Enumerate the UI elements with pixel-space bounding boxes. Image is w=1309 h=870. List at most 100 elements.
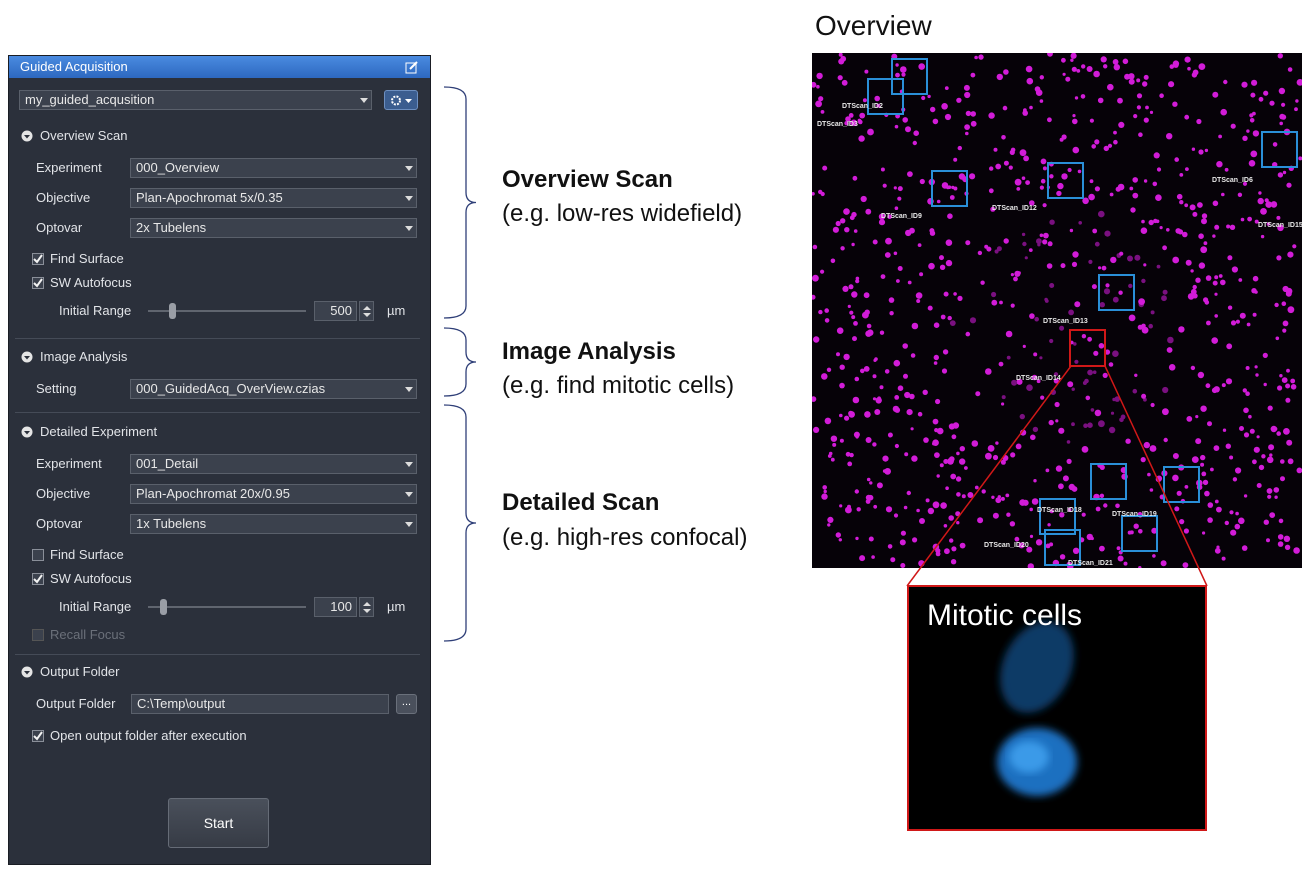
collapse-chevron — [24, 135, 30, 139]
field-dropdown[interactable]: Plan-Apochromat 5x/0.35 — [130, 188, 417, 208]
cell-dot — [1249, 118, 1255, 123]
cell-dot — [1195, 438, 1202, 445]
cell-dot — [1039, 185, 1044, 190]
cell-dot — [1128, 314, 1136, 322]
cell-dot — [820, 110, 825, 114]
cell-dot — [879, 385, 884, 390]
cell-dot — [1068, 309, 1074, 316]
overview-image: DTScan_ID2 DTScan_ID3 DTScan_ID6 DTScan_ID9… — [812, 53, 1302, 568]
cell-dot — [1130, 207, 1136, 213]
cell-dot — [1222, 428, 1227, 432]
checkbox[interactable] — [32, 549, 45, 562]
cell-dot — [1143, 74, 1149, 80]
cell-dot — [865, 208, 872, 215]
field-dropdown[interactable]: Plan-Apochromat 20x/0.95 — [130, 484, 417, 504]
cell-dot — [991, 299, 998, 306]
annotation-subtitle: (e.g. find mitotic cells) — [502, 372, 735, 399]
checkmark — [33, 574, 43, 584]
collapse-icon[interactable] — [21, 426, 33, 438]
cell-dot — [944, 113, 952, 121]
cell-dot — [832, 226, 839, 233]
cell-dot — [951, 434, 957, 440]
cell-dot — [993, 147, 998, 152]
cell-dot — [1101, 265, 1107, 271]
checkbox[interactable] — [32, 277, 45, 290]
collapse-icon[interactable] — [21, 130, 33, 142]
cell-dot — [1266, 538, 1270, 543]
range-input[interactable]: 500 — [314, 301, 357, 321]
cell-dot — [934, 452, 940, 458]
field-dropdown[interactable]: 000_Overview — [130, 158, 417, 178]
cell-dot — [1062, 475, 1069, 482]
cell-dot — [812, 192, 815, 196]
cell-dot — [1022, 344, 1026, 348]
cell-dot — [930, 106, 936, 113]
cell-dot — [1113, 139, 1118, 145]
cell-dot — [1071, 422, 1075, 427]
cell-dot — [823, 489, 827, 494]
folder-input[interactable]: C:\Temp\output — [131, 694, 389, 714]
cell-dot — [859, 112, 866, 119]
cell-dot — [1206, 320, 1211, 326]
field-dropdown[interactable]: 2x Tubelens — [130, 218, 417, 238]
cell-dot — [1072, 118, 1078, 125]
cell-dot — [1243, 407, 1249, 414]
slider-thumb[interactable] — [160, 599, 167, 615]
field-dropdown[interactable]: 000_GuidedAcq_OverView.czias — [130, 379, 417, 399]
cell-dot — [917, 243, 922, 248]
workflow-dropdown[interactable]: my_guided_acqusition — [19, 90, 372, 110]
spin-button[interactable] — [359, 597, 374, 617]
checkbox[interactable] — [32, 730, 45, 743]
start-button[interactable]: Start — [168, 798, 269, 848]
cell-dot — [1293, 547, 1300, 554]
cell-dot — [1277, 541, 1284, 547]
cell-dot — [839, 364, 845, 370]
undock-icon[interactable] — [405, 60, 419, 74]
cell-dot — [1072, 251, 1079, 258]
cell-dot — [1256, 435, 1260, 439]
field-dropdown[interactable]: 001_Detail — [130, 454, 417, 474]
cell-dot — [1103, 288, 1111, 295]
cell-dot — [1176, 490, 1182, 496]
checkbox-box — [32, 549, 44, 561]
cell-dot — [970, 72, 976, 78]
cell-dot — [1267, 405, 1273, 411]
cell-dot — [1266, 456, 1274, 464]
collapse-icon[interactable] — [21, 351, 33, 363]
cell-dot — [1077, 169, 1082, 174]
spin-button[interactable] — [359, 301, 374, 321]
cell-dot — [992, 512, 999, 519]
scan-label: DTScan_ID15 — [1258, 222, 1302, 229]
cell-dot — [812, 244, 818, 250]
cell-dot — [1045, 543, 1051, 549]
range-input[interactable]: 100 — [314, 597, 357, 617]
cell-dot — [1059, 325, 1065, 331]
browse-button[interactable]: ... — [396, 694, 417, 714]
cell-dot — [1030, 434, 1036, 441]
cell-dot — [1093, 70, 1100, 78]
cell-dot — [860, 368, 865, 374]
cell-dot — [841, 79, 848, 86]
cell-dot — [1266, 488, 1273, 494]
cell-dot — [1110, 411, 1115, 415]
slider-track[interactable] — [148, 606, 306, 608]
cell-dot — [848, 113, 854, 118]
checkbox[interactable] — [32, 253, 45, 266]
slider-track[interactable] — [148, 310, 306, 312]
cell-dot — [1221, 192, 1225, 197]
range-label: Initial Range — [59, 599, 132, 614]
settings-button[interactable] — [384, 90, 418, 110]
cell-dot — [1235, 467, 1242, 474]
field-dropdown[interactable]: 1x Tubelens — [130, 514, 417, 534]
cell-dot — [964, 466, 968, 470]
cell-dot — [1078, 221, 1082, 225]
cell-dot — [847, 461, 853, 467]
cell-dot — [816, 84, 820, 89]
checkbox[interactable] — [32, 573, 45, 586]
cell-dot — [896, 279, 900, 283]
cell-dot — [840, 218, 846, 224]
collapse-icon[interactable] — [21, 666, 33, 678]
cell-dot — [1229, 455, 1234, 460]
cell-dot — [1198, 262, 1206, 269]
slider-thumb[interactable] — [169, 303, 176, 319]
